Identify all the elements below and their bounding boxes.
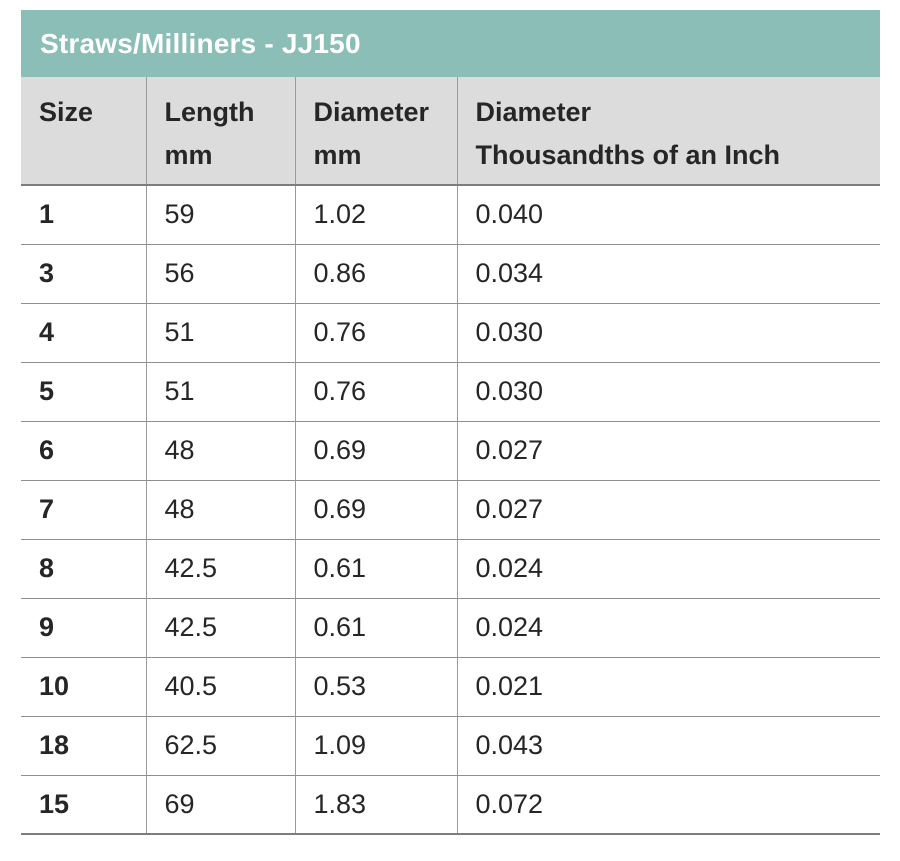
cell-length-mm: 42.5 (145, 539, 295, 599)
cell-length-mm: 48 (145, 421, 295, 481)
cell-diameter-mm: 0.76 (294, 362, 457, 422)
column-header-length-mm: Length mm (145, 77, 295, 186)
cell-diameter-mm: 0.69 (294, 421, 457, 481)
table-row: 18 62.5 1.09 0.043 (21, 716, 880, 776)
cell-diameter-mm: 1.02 (294, 185, 457, 245)
column-header-line1: Diameter (313, 97, 430, 127)
cell-diameter-mm: 0.61 (294, 539, 457, 599)
cell-length-mm: 69 (145, 775, 295, 835)
cell-diameter-mm: 1.09 (294, 716, 457, 776)
table-row: 5 51 0.76 0.030 (21, 362, 880, 422)
column-header-line2: Thousandths of an Inch (475, 140, 781, 170)
cell-size: 18 (21, 716, 146, 776)
cell-diameter-thou-inch: 0.030 (456, 362, 880, 422)
cell-size: 1 (21, 185, 146, 245)
column-header-line2: mm (313, 140, 362, 170)
table-row: 15 69 1.83 0.072 (21, 775, 880, 835)
cell-diameter-thou-inch: 0.024 (456, 598, 880, 658)
cell-length-mm: 62.5 (145, 716, 295, 776)
cell-length-mm: 59 (145, 185, 295, 245)
column-header-diameter-thousandths: Diameter Thousandths of an Inch (456, 77, 880, 186)
cell-diameter-thou-inch: 0.034 (456, 244, 880, 304)
table-row: 8 42.5 0.61 0.024 (21, 539, 880, 599)
column-header-diameter-mm: Diameter mm (294, 77, 457, 186)
table-body: 1 59 1.02 0.040 3 56 0.86 0.034 4 51 0.7… (21, 185, 880, 835)
cell-diameter-thou-inch: 0.024 (456, 539, 880, 599)
cell-length-mm: 48 (145, 480, 295, 540)
table-row: 3 56 0.86 0.034 (21, 244, 880, 304)
cell-length-mm: 42.5 (145, 598, 295, 658)
cell-diameter-mm: 0.86 (294, 244, 457, 304)
column-header-line1: Size (39, 97, 94, 127)
table-row: 6 48 0.69 0.027 (21, 421, 880, 481)
table-row: 4 51 0.76 0.030 (21, 303, 880, 363)
column-header-line2: mm (164, 140, 213, 170)
cell-diameter-mm: 1.83 (294, 775, 457, 835)
cell-diameter-thou-inch: 0.021 (456, 657, 880, 717)
column-header-size: Size (21, 77, 146, 186)
column-header-line1: Diameter (475, 97, 592, 127)
cell-diameter-mm: 0.53 (294, 657, 457, 717)
table-header: Size Length mm Diameter mm Diameter Thou… (21, 77, 880, 186)
straws-milliners-table: Size Length mm Diameter mm Diameter Thou… (21, 77, 880, 835)
cell-diameter-mm: 0.61 (294, 598, 457, 658)
table-row: 9 42.5 0.61 0.024 (21, 598, 880, 658)
cell-size: 7 (21, 480, 146, 540)
spec-sheet: Straws/Milliners - JJ150 Size Length mm … (21, 10, 880, 835)
cell-size: 5 (21, 362, 146, 422)
column-header-line1: Length (164, 97, 255, 127)
table-row: 10 40.5 0.53 0.021 (21, 657, 880, 717)
cell-diameter-thou-inch: 0.027 (456, 421, 880, 481)
cell-length-mm: 56 (145, 244, 295, 304)
cell-diameter-mm: 0.69 (294, 480, 457, 540)
cell-length-mm: 40.5 (145, 657, 295, 717)
header-row: Size Length mm Diameter mm Diameter Thou… (21, 77, 880, 186)
cell-size: 8 (21, 539, 146, 599)
cell-size: 9 (21, 598, 146, 658)
cell-length-mm: 51 (145, 362, 295, 422)
cell-size: 10 (21, 657, 146, 717)
table-row: 1 59 1.02 0.040 (21, 185, 880, 245)
cell-diameter-thou-inch: 0.043 (456, 716, 880, 776)
page-title: Straws/Milliners - JJ150 (40, 27, 361, 59)
cell-diameter-thou-inch: 0.040 (456, 185, 880, 245)
cell-size: 4 (21, 303, 146, 363)
cell-length-mm: 51 (145, 303, 295, 363)
cell-size: 3 (21, 244, 146, 304)
cell-size: 15 (21, 775, 146, 835)
cell-diameter-mm: 0.76 (294, 303, 457, 363)
cell-diameter-thou-inch: 0.072 (456, 775, 880, 835)
cell-diameter-thou-inch: 0.030 (456, 303, 880, 363)
table-title-bar: Straws/Milliners - JJ150 (21, 10, 880, 77)
cell-size: 6 (21, 421, 146, 481)
table-row: 7 48 0.69 0.027 (21, 480, 880, 540)
cell-diameter-thou-inch: 0.027 (456, 480, 880, 540)
